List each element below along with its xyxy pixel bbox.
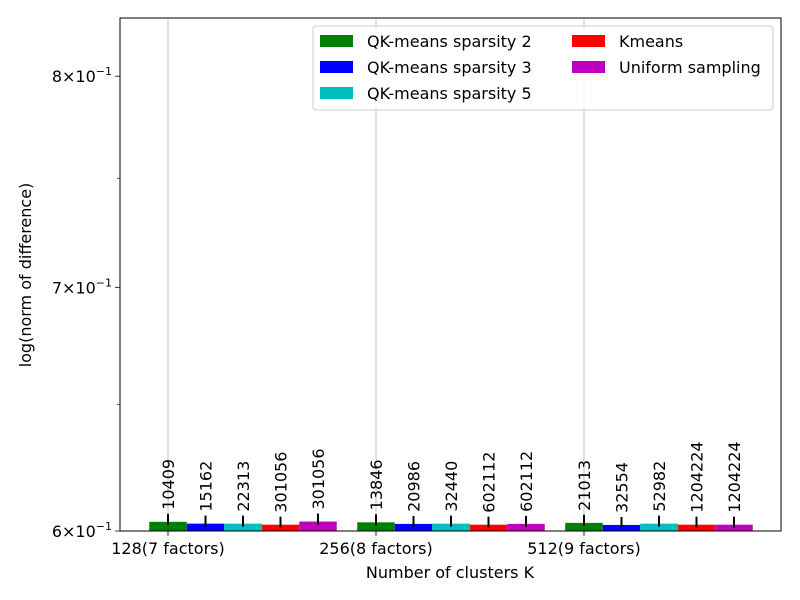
- plot-frame: [119, 17, 782, 532]
- bar: [432, 523, 470, 531]
- bar: [299, 521, 337, 531]
- legend-label: QK-means sparsity 3: [367, 58, 532, 77]
- bar: [469, 524, 508, 531]
- legend-swatch: [572, 61, 605, 73]
- bar: [357, 522, 395, 531]
- bar: [602, 524, 641, 531]
- bar: [394, 523, 433, 531]
- x-axis-ticks: 128(7 factors) 256(8 factors) 512(9 factor…: [111, 531, 641, 558]
- x-tick-label: 256(8 factors): [319, 539, 433, 558]
- bar-value-label: 52982: [650, 461, 669, 512]
- x-axis-label: Number of clusters K: [366, 563, 535, 582]
- bar: [565, 522, 603, 531]
- bar-value-label: 21013: [575, 460, 594, 511]
- bar-value-label: 13846: [367, 459, 386, 510]
- bar: [261, 524, 300, 531]
- bar-value-label: 1204224: [688, 441, 707, 512]
- legend-swatch: [320, 35, 353, 47]
- legend-label: Uniform sampling: [619, 58, 761, 77]
- bar-value-label: 602112: [480, 452, 499, 513]
- bar-value-label: 32554: [613, 462, 632, 513]
- bar-value-labels: 10409 13846 21013 15162 20986 32554 22313 32440…: [159, 441, 744, 513]
- bar: [677, 524, 716, 531]
- bar: [224, 523, 262, 531]
- legend-box: [312, 25, 774, 111]
- bar-value-label: 602112: [517, 451, 536, 512]
- bar: [640, 523, 678, 531]
- y-tick-label: 7×10−1: [52, 276, 112, 297]
- y-axis-label: log(norm of difference): [16, 183, 35, 368]
- bar-value-label: 32440: [442, 461, 461, 512]
- bars: [149, 513, 753, 531]
- bar: [715, 524, 753, 531]
- bar: [507, 523, 545, 531]
- legend-label: Kmeans: [619, 32, 683, 51]
- legend-swatch: [320, 61, 353, 73]
- legend: QK-means sparsity 2 QK-means sparsity 3 QK…: [312, 25, 774, 111]
- bar-value-label: 22313: [234, 461, 253, 512]
- x-tick-label: 128(7 factors): [111, 539, 225, 558]
- bar-value-label: 15162: [197, 461, 216, 512]
- bar-value-label: 301056: [272, 452, 291, 513]
- bar: [186, 523, 225, 531]
- legend-label: QK-means sparsity 2: [367, 32, 532, 51]
- bar: [149, 521, 187, 531]
- y-tick-label: 8×10−1: [52, 65, 112, 86]
- bar-value-label: 20986: [405, 461, 424, 512]
- x-tick-label: 512(9 factors): [527, 539, 641, 558]
- legend-swatch: [572, 35, 605, 47]
- legend-label: QK-means sparsity 5: [367, 84, 532, 103]
- bar-value-label: 1204224: [725, 441, 744, 512]
- y-tick-label: 6×10−1: [52, 520, 112, 541]
- y-axis-ticks: 6×10−1 7×10−1 8×10−1: [52, 65, 120, 541]
- bar-value-label: 10409: [159, 459, 178, 510]
- legend-swatch: [320, 87, 353, 99]
- bar-value-label: 301056: [309, 448, 328, 509]
